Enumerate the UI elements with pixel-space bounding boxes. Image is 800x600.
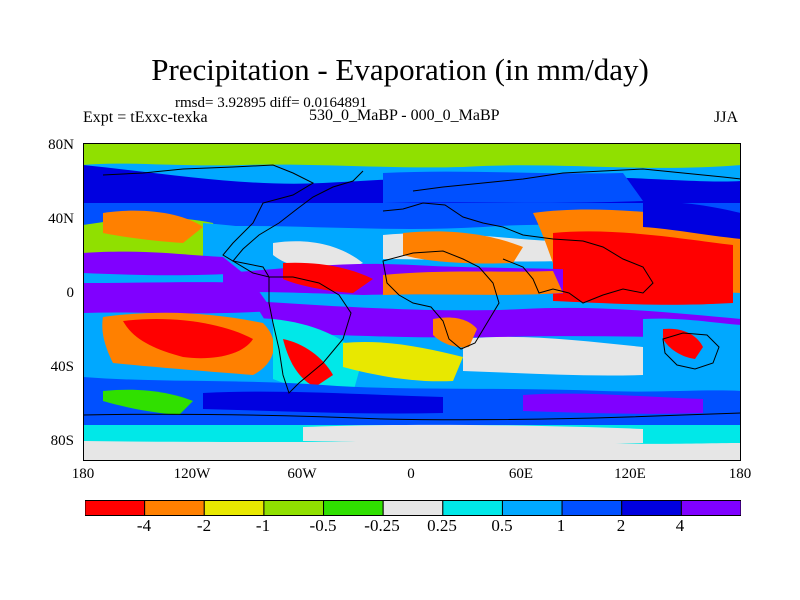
colorbar-swatch: [621, 500, 682, 516]
colorbar-label: -0.5: [309, 516, 337, 535]
colorbar-swatch: [144, 500, 205, 516]
colorbar-swatch: [442, 500, 503, 516]
x-tick-label: 180: [71, 466, 95, 482]
colorbar-label: 0.25: [427, 516, 457, 535]
x-tick-label: 0: [407, 466, 415, 482]
colorbar-swatch: [323, 500, 384, 516]
x-tick-label: 180: [728, 466, 752, 482]
y-tick-label: 40N: [48, 211, 74, 227]
x-tick-label: 60W: [287, 466, 317, 482]
colorbar-swatch: [203, 500, 265, 516]
colorbar-label: 0.5: [491, 516, 513, 535]
y-tick-label: 80N: [48, 137, 74, 153]
colorbar-label: -2: [196, 516, 212, 535]
colorbar-swatch: [85, 500, 146, 516]
x-tick-label: 60E: [508, 466, 534, 482]
colorbar-label: -1: [255, 516, 271, 535]
field-layer: [83, 143, 741, 461]
x-tick-label: 120E: [614, 466, 646, 482]
difference-case-label: 530_0_MaBP - 000_0_MaBP: [309, 107, 500, 124]
colorbar-swatch: [501, 500, 563, 516]
colorbar-swatch: [263, 500, 325, 516]
colorbar-swatch: [561, 500, 623, 516]
colorbar: [85, 500, 741, 516]
colorbar-swatch: [680, 500, 741, 516]
precipitation-minus-evaporation-map: [83, 143, 741, 461]
colorbar-swatch: [382, 500, 444, 516]
colorbar-label: -4: [136, 516, 152, 535]
x-tick-label: 120W: [173, 466, 211, 482]
y-tick-label: 40S: [50, 359, 74, 375]
colorbar-label: 4: [675, 516, 685, 535]
continent-outlines: [83, 164, 741, 421]
plot-title: Precipitation - Evaporation (in mm/day): [151, 52, 649, 87]
experiment-label: Expt = tExxc-texka: [83, 109, 208, 126]
colorbar-label: 2: [616, 516, 626, 535]
stats-label: rmsd= 3.92895 diff= 0.0164891: [175, 95, 368, 111]
map-frame: [83, 143, 741, 461]
season-label: JJA: [714, 109, 739, 126]
colorbar-label: 1: [556, 516, 566, 535]
y-tick-label: 80S: [50, 433, 74, 449]
colorbar-label: -0.25: [364, 516, 400, 535]
y-tick-label: 0: [66, 285, 75, 301]
